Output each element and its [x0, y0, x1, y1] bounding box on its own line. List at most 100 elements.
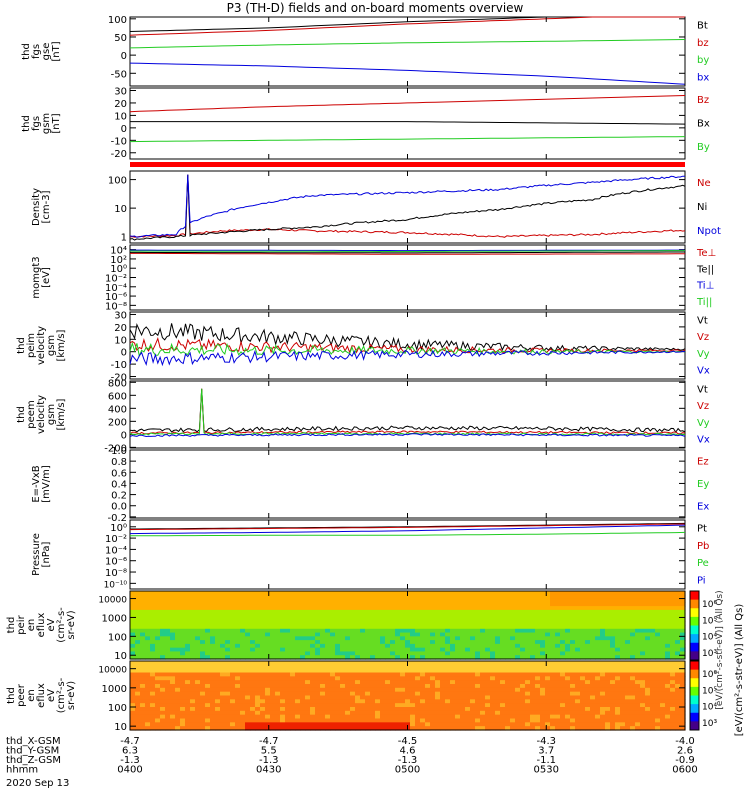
- heatmap-cell: [575, 606, 581, 611]
- heatmap-cell: [430, 621, 436, 626]
- heatmap-cell: [340, 617, 346, 622]
- heatmap-cell: [525, 613, 531, 619]
- heatmap-cell: [500, 726, 506, 731]
- heatmap-cell: [275, 609, 281, 615]
- heatmap-cell: [585, 598, 591, 603]
- heatmap-cell: [575, 651, 581, 656]
- heatmap-cell: [180, 655, 186, 660]
- heatmap-cell: [595, 655, 601, 660]
- heatmap-cell: [370, 710, 376, 716]
- heatmap-cell: [390, 651, 396, 656]
- heatmap-cell: [480, 687, 486, 693]
- heatmap-cell: [290, 722, 296, 727]
- series-line-by: [129, 39, 686, 49]
- heatmap-cell: [390, 699, 396, 704]
- heatmap-cell: [335, 598, 341, 603]
- heatmap-cell: [295, 643, 301, 649]
- heatmap-cell: [425, 602, 431, 607]
- heatmap-cell: [485, 668, 491, 674]
- heatmap-cell: [150, 703, 156, 708]
- heatmap-cell: [440, 710, 446, 716]
- heatmap-cell: [430, 703, 436, 708]
- heatmap-cell: [185, 628, 191, 634]
- heatmap-cell: [535, 613, 541, 619]
- heatmap-cell: [305, 661, 311, 666]
- heatmap-cell: [160, 625, 166, 630]
- heatmap-cell: [600, 703, 606, 708]
- heatmap-cell: [645, 672, 651, 677]
- heatmap-cell: [595, 594, 601, 600]
- heatmap-cell: [535, 664, 541, 670]
- heatmap-cell: [495, 606, 501, 611]
- heatmap-cell: [560, 676, 566, 681]
- heatmap-cell: [630, 714, 636, 720]
- heatmap-cell: [310, 632, 316, 637]
- heatmap-cell: [680, 664, 686, 670]
- heatmap-cell: [270, 703, 276, 708]
- heatmap-cell: [270, 621, 276, 626]
- heatmap-cell: [245, 621, 251, 626]
- heatmap-cell: [585, 687, 591, 693]
- heatmap-cell: [195, 640, 201, 645]
- heatmap-cell: [385, 718, 391, 723]
- heatmap-cell: [260, 661, 266, 666]
- heatmap-cell: [440, 707, 446, 712]
- heatmap-cell: [480, 707, 486, 712]
- heatmap-cell: [375, 672, 381, 677]
- heatmap-cell: [390, 668, 396, 674]
- heatmap-cell: [185, 676, 191, 681]
- heatmap-cell: [550, 643, 556, 649]
- heatmap-cell: [595, 684, 601, 689]
- heatmap-cell: [615, 726, 621, 731]
- heatmap-cell: [320, 718, 326, 723]
- heatmap-cell: [470, 647, 476, 653]
- heatmap-cell: [495, 664, 501, 670]
- heatmap-cell: [475, 598, 481, 603]
- heatmap-cell: [590, 606, 596, 611]
- heatmap-cell: [485, 606, 491, 611]
- heatmap-cell: [525, 591, 531, 596]
- heatmap-cell: [525, 621, 531, 626]
- heatmap-cell: [145, 628, 151, 634]
- heatmap-cell: [225, 613, 231, 619]
- heatmap-cell: [590, 617, 596, 622]
- y-tick-label: -0.2: [107, 513, 127, 524]
- y-tick-label: 30: [114, 86, 127, 97]
- heatmap-cell: [520, 707, 526, 712]
- heatmap-cell: [605, 680, 611, 685]
- y-tick-label: 20: [114, 323, 127, 334]
- heatmap-cell: [395, 602, 401, 607]
- heatmap-cell: [490, 726, 496, 731]
- heatmap-cell: [390, 613, 396, 619]
- heatmap-cell: [265, 722, 271, 727]
- heatmap-cell: [495, 687, 501, 693]
- heatmap-cell: [650, 617, 656, 622]
- heatmap-cell: [210, 643, 216, 649]
- legend-vz: Vz: [697, 332, 709, 343]
- heatmap-cell: [545, 703, 551, 708]
- heatmap-cell: [375, 613, 381, 619]
- heatmap-cell: [495, 625, 501, 630]
- heatmap-cell: [590, 703, 596, 708]
- heatmap-cell: [495, 703, 501, 708]
- heatmap-cell: [545, 722, 551, 727]
- heatmap-cell: [420, 710, 426, 716]
- heatmap-cell: [200, 672, 206, 677]
- heatmap-cell: [135, 591, 141, 596]
- heatmap-cell: [560, 726, 566, 731]
- legend-te⊥: Te⊥: [696, 248, 716, 259]
- heatmap-cell: [640, 710, 646, 716]
- heatmap-cell: [340, 640, 346, 645]
- heatmap-cell: [280, 703, 286, 708]
- heatmap-cell: [145, 726, 151, 731]
- heatmap-cell: [370, 714, 376, 720]
- heatmap-cell: [590, 722, 596, 727]
- heatmap-cell: [655, 594, 661, 600]
- heatmap-cell: [380, 609, 386, 615]
- heatmap-cell: [485, 609, 491, 615]
- heatmap-cell: [470, 613, 476, 619]
- heatmap-cell: [470, 703, 476, 708]
- heatmap-cell: [135, 621, 141, 626]
- heatmap-cell: [395, 594, 401, 600]
- heatmap-cell: [320, 672, 326, 677]
